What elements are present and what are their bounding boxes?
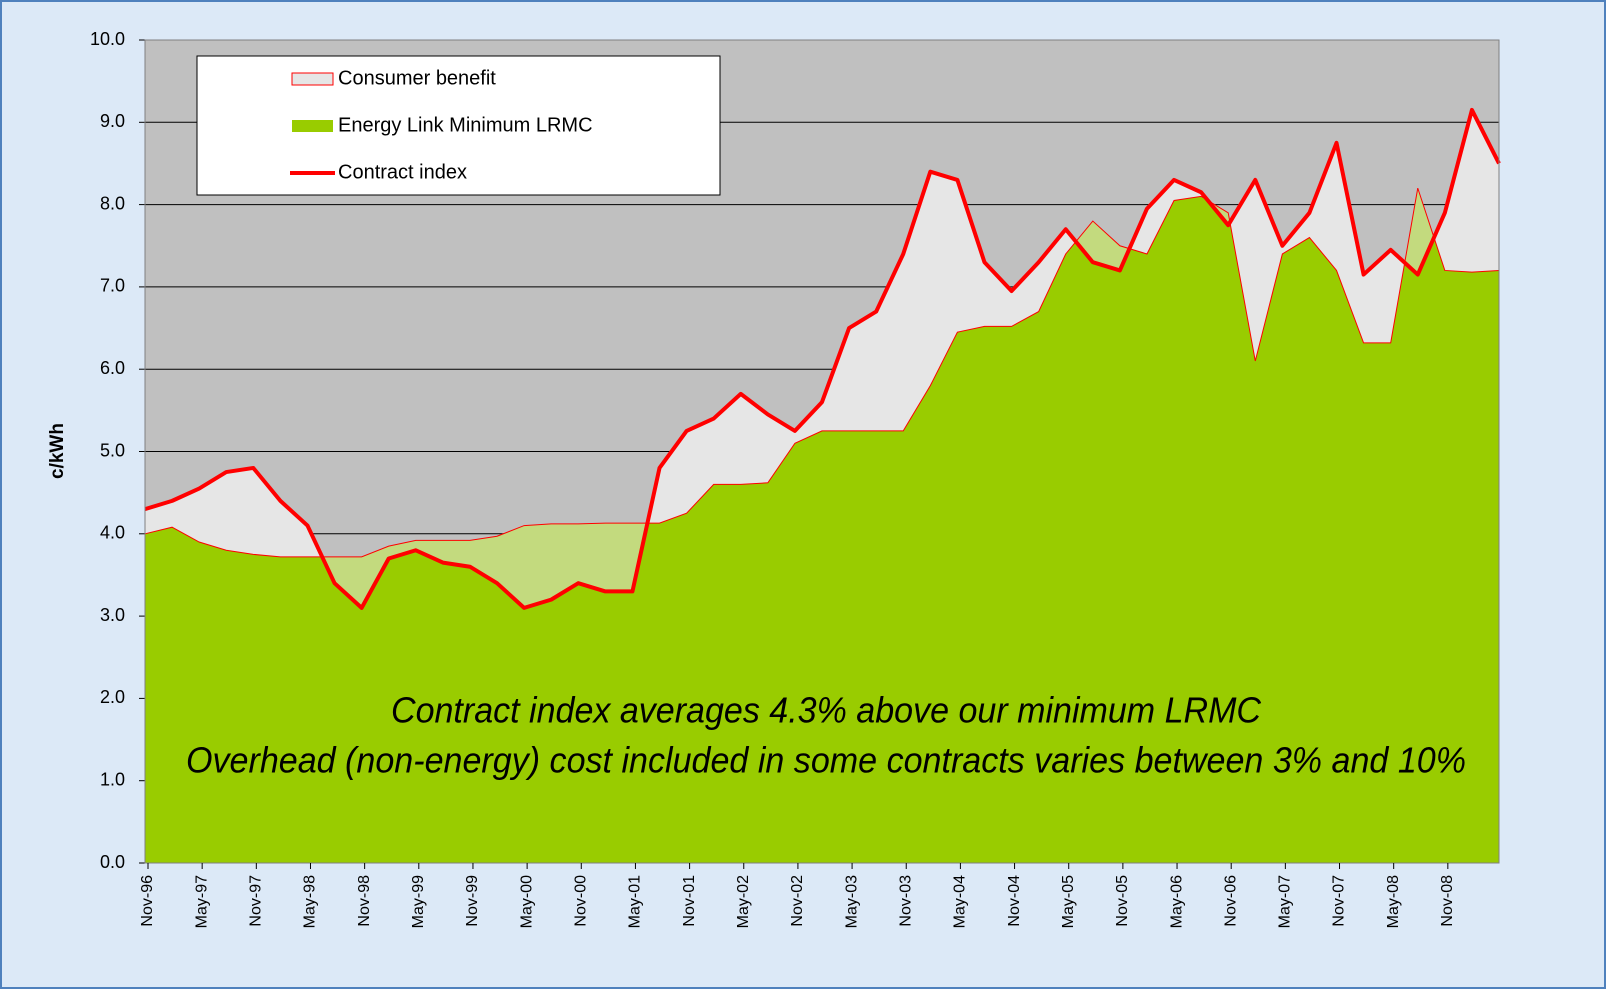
x-tick-label: Nov-96	[139, 875, 156, 927]
x-tick-label: May-05	[1060, 875, 1077, 928]
y-tick-label: 7.0	[100, 276, 125, 296]
y-tick-label: 9.0	[100, 111, 125, 131]
x-tick-label: Nov-02	[789, 875, 806, 927]
x-tick-label: May-01	[627, 875, 644, 928]
x-tick-label: May-04	[952, 875, 969, 928]
y-axis-label: c/kWh	[47, 423, 68, 479]
x-tick-label: Nov-97	[248, 875, 265, 927]
x-tick-label: May-99	[410, 875, 427, 928]
y-tick-label: 3.0	[100, 605, 125, 625]
y-tick-label: 8.0	[100, 193, 125, 213]
y-tick-label: 6.0	[100, 358, 125, 378]
x-tick-label: Nov-05	[1114, 875, 1131, 927]
contract-line	[144, 107, 1501, 610]
x-tick-label: Nov-06	[1222, 875, 1239, 927]
x-tick-label: Nov-01	[681, 875, 698, 927]
x-tick-label: May-02	[735, 875, 752, 928]
x-tick-label: Nov-98	[356, 875, 373, 927]
x-tick-label: May-03	[843, 875, 860, 928]
lrmc-area	[145, 188, 1499, 863]
x-tick-label: Nov-00	[572, 875, 589, 927]
legend-label: Consumer benefit	[338, 67, 496, 89]
legend-swatch	[291, 72, 334, 86]
legend-box	[196, 55, 721, 196]
y-tick-label: 0.0	[100, 852, 125, 872]
y-tick-label: 5.0	[100, 440, 125, 460]
plot-border	[144, 39, 1500, 864]
x-tick-label: Nov-08	[1439, 875, 1456, 927]
y-tick-label: 10.0	[90, 29, 125, 49]
annotation: Contract index averages 4.3% above our m…	[391, 690, 1262, 731]
x-tick-label: Nov-03	[897, 875, 914, 927]
x-tick-label: May-00	[518, 875, 535, 928]
x-tick-label: May-97	[193, 875, 210, 928]
y-tick-label: 1.0	[100, 769, 125, 789]
x-tick-label: Nov-07	[1331, 875, 1348, 927]
x-tick-label: May-06	[1168, 875, 1185, 928]
legend-label: Energy Link Minimum LRMC	[338, 114, 593, 136]
legend-swatch	[292, 120, 333, 132]
x-tick-label: May-98	[302, 875, 319, 928]
x-tick-label: Nov-99	[464, 875, 481, 927]
x-tick-label: Nov-04	[1006, 875, 1023, 927]
x-tick-label: May-08	[1385, 875, 1402, 928]
y-tick-label: 4.0	[100, 523, 125, 543]
legend-label: Contract index	[338, 161, 467, 183]
x-tick-label: May-07	[1277, 875, 1294, 928]
annotation: Overhead (non-energy) cost included in s…	[186, 740, 1466, 781]
lrmc-edge	[144, 187, 1500, 558]
y-tick-label: 2.0	[100, 687, 125, 707]
